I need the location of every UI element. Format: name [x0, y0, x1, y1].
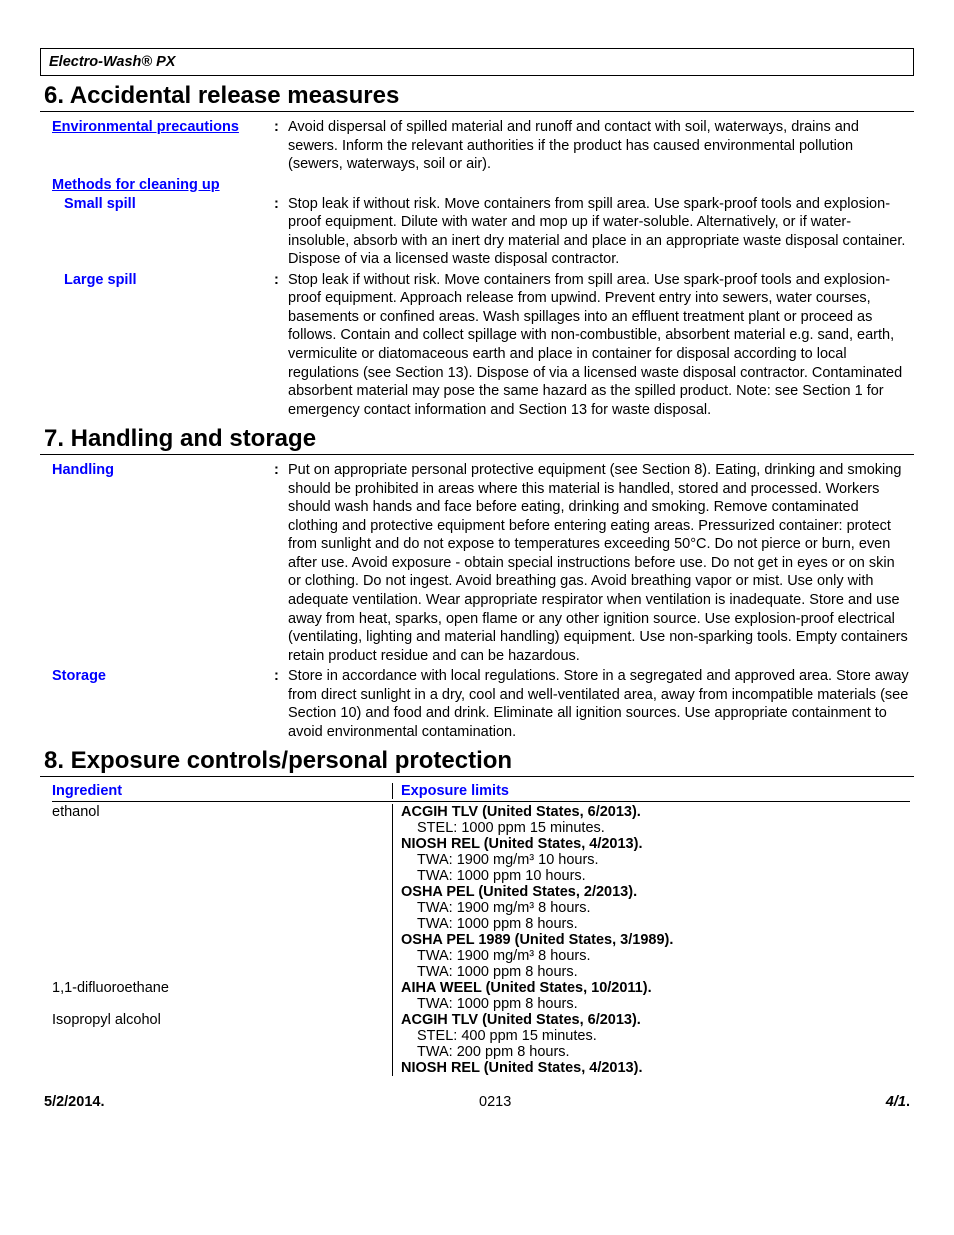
handling-value: Put on appropriate personal protective e… [288, 461, 914, 665]
small-spill-row: Small spill : Stop leak if without risk.… [40, 195, 914, 269]
footer-code: 0213 [479, 1094, 511, 1110]
exposure-table: Ingredient Exposure limits ethanolACGIH … [40, 783, 914, 1076]
limit-line: TWA: 200 ppm 8 hours. [401, 1044, 910, 1060]
ingredient-row: 1,1-difluoroethaneAIHA WEEL (United Stat… [52, 980, 910, 1012]
env-precautions-value: Avoid dispersal of spilled material and … [288, 118, 914, 174]
limit-line: TWA: 1900 mg/m³ 8 hours. [401, 948, 910, 964]
env-precautions-label: Environmental precautions [52, 118, 274, 135]
section-8-header: 8. Exposure controls/personal protection [40, 747, 914, 777]
limits-header: Exposure limits [392, 783, 910, 799]
methods-label: Methods for cleaning up [52, 176, 274, 193]
limit-line: TWA: 1900 mg/m³ 10 hours. [401, 852, 910, 868]
handling-row: Handling : Put on appropriate personal p… [40, 461, 914, 665]
ingredient-name: Isopropyl alcohol [52, 1012, 392, 1076]
storage-row: Storage : Store in accordance with local… [40, 667, 914, 741]
ingredient-name: 1,1-difluoroethane [52, 980, 392, 1012]
colon: : [274, 271, 288, 288]
limit-line: TWA: 1000 ppm 8 hours. [401, 964, 910, 980]
colon: : [274, 195, 288, 212]
ingredient-name: ethanol [52, 804, 392, 980]
section-8-title: 8. Exposure controls/personal protection [40, 747, 914, 775]
handling-label: Handling [52, 461, 274, 478]
exposure-table-body: ethanolACGIH TLV (United States, 6/2013)… [52, 804, 910, 1076]
methods-row: Methods for cleaning up [40, 176, 914, 193]
colon: : [274, 118, 288, 135]
small-spill-label: Small spill [64, 195, 274, 212]
footer-page: 4/1. [886, 1094, 910, 1110]
limit-line: TWA: 1000 ppm 8 hours. [401, 996, 910, 1012]
ingredient-header: Ingredient [52, 783, 392, 799]
limit-line: STEL: 1000 ppm 15 minutes. [401, 820, 910, 836]
colon: : [274, 461, 288, 478]
section-7-header: 7. Handling and storage [40, 425, 914, 455]
page: Electro-Wash® PX 6. Accidental release m… [0, 0, 954, 1130]
limit-line: STEL: 400 ppm 15 minutes. [401, 1028, 910, 1044]
limit-line: AIHA WEEL (United States, 10/2011). [401, 980, 910, 996]
exposure-table-header: Ingredient Exposure limits [52, 783, 910, 802]
ingredient-limits: AIHA WEEL (United States, 10/2011).TWA: … [392, 980, 910, 1012]
large-spill-row: Large spill : Stop leak if without risk.… [40, 271, 914, 419]
footer: 5/2/2014. 0213 4/1. [40, 1086, 914, 1110]
section-6-title: 6. Accidental release measures [40, 82, 914, 110]
ingredient-limits: ACGIH TLV (United States, 6/2013).STEL: … [392, 1012, 910, 1076]
storage-value: Store in accordance with local regulatio… [288, 667, 914, 741]
ingredient-row: ethanolACGIH TLV (United States, 6/2013)… [52, 804, 910, 980]
limit-line: OSHA PEL 1989 (United States, 3/1989). [401, 932, 910, 948]
product-name: Electro-Wash® PX [49, 54, 175, 70]
limit-line: TWA: 1900 mg/m³ 8 hours. [401, 900, 910, 916]
limit-line: NIOSH REL (United States, 4/2013). [401, 1060, 910, 1076]
colon: : [274, 667, 288, 684]
limit-line: ACGIH TLV (United States, 6/2013). [401, 804, 910, 820]
limit-line: OSHA PEL (United States, 2/2013). [401, 884, 910, 900]
large-spill-label: Large spill [64, 271, 274, 288]
footer-date: 5/2/2014. [44, 1094, 104, 1110]
limit-line: TWA: 1000 ppm 10 hours. [401, 868, 910, 884]
section-7-title: 7. Handling and storage [40, 425, 914, 453]
ingredient-row: Isopropyl alcoholACGIH TLV (United State… [52, 1012, 910, 1076]
small-spill-value: Stop leak if without risk. Move containe… [288, 195, 914, 269]
large-spill-value: Stop leak if without risk. Move containe… [288, 271, 914, 419]
limit-line: ACGIH TLV (United States, 6/2013). [401, 1012, 910, 1028]
header-box: Electro-Wash® PX [40, 48, 914, 76]
env-precautions-row: Environmental precautions : Avoid disper… [40, 118, 914, 174]
ingredient-limits: ACGIH TLV (United States, 6/2013).STEL: … [392, 804, 910, 980]
limit-line: NIOSH REL (United States, 4/2013). [401, 836, 910, 852]
section-6-header: 6. Accidental release measures [40, 82, 914, 112]
limit-line: TWA: 1000 ppm 8 hours. [401, 916, 910, 932]
storage-label: Storage [52, 667, 274, 684]
